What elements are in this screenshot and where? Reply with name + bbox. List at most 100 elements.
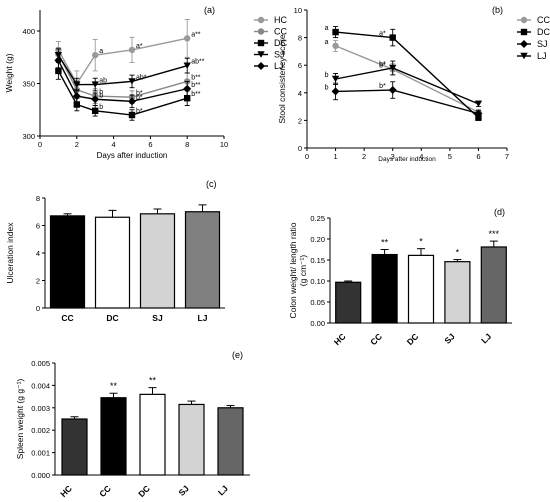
legend-marker bbox=[520, 52, 528, 60]
y-tick-label: 6 bbox=[36, 222, 40, 231]
legend-label: LJ bbox=[274, 61, 284, 71]
data-point-DC bbox=[128, 111, 136, 119]
bar-SJ bbox=[139, 213, 176, 309]
x-tick-label: DC bbox=[405, 331, 421, 347]
legend-label: HC bbox=[274, 15, 287, 25]
y-tick-label: 0 bbox=[36, 304, 40, 313]
x-axis-title: Days after induction bbox=[97, 151, 168, 160]
data-point-DC bbox=[92, 107, 99, 114]
point-label: b bbox=[325, 84, 329, 91]
legend-label: DC bbox=[274, 38, 287, 48]
x-tick-label: LJ bbox=[216, 483, 230, 497]
bar-LJ bbox=[217, 407, 244, 476]
significance-label: * bbox=[456, 248, 460, 258]
legend-marker bbox=[257, 16, 265, 24]
bar-DC bbox=[407, 254, 435, 324]
y-axis-title-unit: (g cm⁻¹) bbox=[298, 255, 308, 287]
data-point-DC bbox=[389, 34, 396, 41]
legend-marker bbox=[520, 16, 528, 24]
bar-CC bbox=[49, 215, 86, 309]
data-point-DC bbox=[73, 101, 80, 108]
bar-CC bbox=[371, 253, 398, 324]
y-tick-label: 8 bbox=[36, 194, 40, 203]
x-tick-label: SJ bbox=[152, 313, 163, 323]
significance-label: * bbox=[419, 237, 423, 247]
legend-marker bbox=[257, 39, 265, 47]
x-tick-label: 7 bbox=[505, 152, 509, 161]
x-tick-label: 2 bbox=[362, 152, 366, 161]
y-tick-label: 0 bbox=[298, 144, 302, 153]
y-tick-label: 8 bbox=[298, 34, 302, 43]
y-tick-label: 0.05 bbox=[310, 298, 325, 307]
y-tick-label: 0.004 bbox=[31, 381, 50, 390]
bar-HC bbox=[335, 281, 362, 324]
y-tick-label: 0.20 bbox=[310, 235, 325, 244]
x-tick-label: CC bbox=[61, 313, 73, 323]
x-tick-label: 3 bbox=[391, 152, 395, 161]
data-point-LJ bbox=[389, 64, 397, 72]
x-tick-label: DC bbox=[106, 313, 118, 323]
point-label: a bbox=[99, 48, 103, 55]
y-tick-label: 4 bbox=[298, 89, 302, 98]
point-label: a* bbox=[379, 31, 386, 38]
point-label: b* bbox=[136, 94, 143, 101]
data-point-LJ bbox=[128, 97, 136, 106]
x-tick-label: 6 bbox=[476, 152, 480, 161]
x-axis-title: Days after induction bbox=[378, 156, 436, 163]
data-point-LJ bbox=[331, 75, 340, 83]
significance-label: ** bbox=[149, 376, 157, 386]
point-label: ab bbox=[99, 78, 107, 85]
x-tick-label: 2 bbox=[75, 140, 79, 149]
data-point-SJ bbox=[474, 109, 483, 118]
point-label: b** bbox=[191, 74, 201, 81]
data-point-HC bbox=[184, 35, 191, 42]
x-tick-label: SJ bbox=[442, 331, 457, 346]
point-label: a* bbox=[136, 43, 143, 50]
panel-label: (e) bbox=[232, 350, 243, 360]
y-tick-label: 2 bbox=[36, 277, 40, 286]
point-label: b** bbox=[191, 91, 201, 98]
legend-label: SJ bbox=[274, 50, 285, 60]
legend-marker bbox=[257, 62, 265, 70]
y-tick-label: 10 bbox=[294, 6, 302, 15]
panel-label: (c) bbox=[206, 179, 217, 189]
x-tick-label: CC bbox=[97, 483, 113, 499]
data-point-CC bbox=[332, 42, 339, 50]
data-point-SJ bbox=[331, 87, 340, 96]
point-label: b bbox=[99, 89, 103, 96]
data-point-SJ bbox=[91, 81, 99, 88]
point-label: b** bbox=[191, 82, 201, 89]
legend-marker bbox=[257, 51, 265, 58]
panel-label: (a) bbox=[204, 5, 215, 15]
y-axis-title: Ulceration index bbox=[5, 222, 15, 284]
bar-LJ bbox=[480, 246, 507, 324]
x-tick-label: HC bbox=[58, 483, 74, 499]
x-tick-label: 4 bbox=[419, 152, 423, 161]
significance-label: *** bbox=[489, 229, 500, 239]
y-tick-label: 0.15 bbox=[310, 256, 325, 265]
point-label: a** bbox=[191, 31, 201, 38]
y-tick-label: 0.002 bbox=[31, 426, 50, 435]
bar-LJ bbox=[184, 211, 221, 309]
data-point-LJ bbox=[54, 56, 63, 65]
legend-label: DC bbox=[537, 27, 550, 37]
x-tick-label: 10 bbox=[220, 140, 228, 149]
y-tick-label: 0.25 bbox=[310, 214, 325, 223]
y-tick-label: 0.000 bbox=[31, 471, 50, 480]
data-point-DC bbox=[55, 67, 62, 75]
point-label: b bbox=[325, 72, 329, 79]
y-axis-title: Colon weight/ length ratio bbox=[288, 222, 298, 318]
x-tick-label: 0 bbox=[305, 152, 309, 161]
x-tick-label: DC bbox=[136, 483, 152, 499]
legend-marker bbox=[520, 28, 528, 36]
point-label: ab* bbox=[136, 74, 147, 81]
x-tick-label: HC bbox=[332, 331, 348, 347]
series-line-HC bbox=[57, 37, 188, 85]
y-tick-label: 0.00 bbox=[310, 319, 325, 328]
legend-label: SJ bbox=[537, 39, 548, 49]
legend-marker bbox=[257, 28, 265, 35]
point-label: b* bbox=[136, 108, 143, 115]
data-point-LJ bbox=[474, 100, 483, 108]
point-label: b bbox=[99, 104, 103, 111]
data-point-DC bbox=[332, 28, 339, 36]
